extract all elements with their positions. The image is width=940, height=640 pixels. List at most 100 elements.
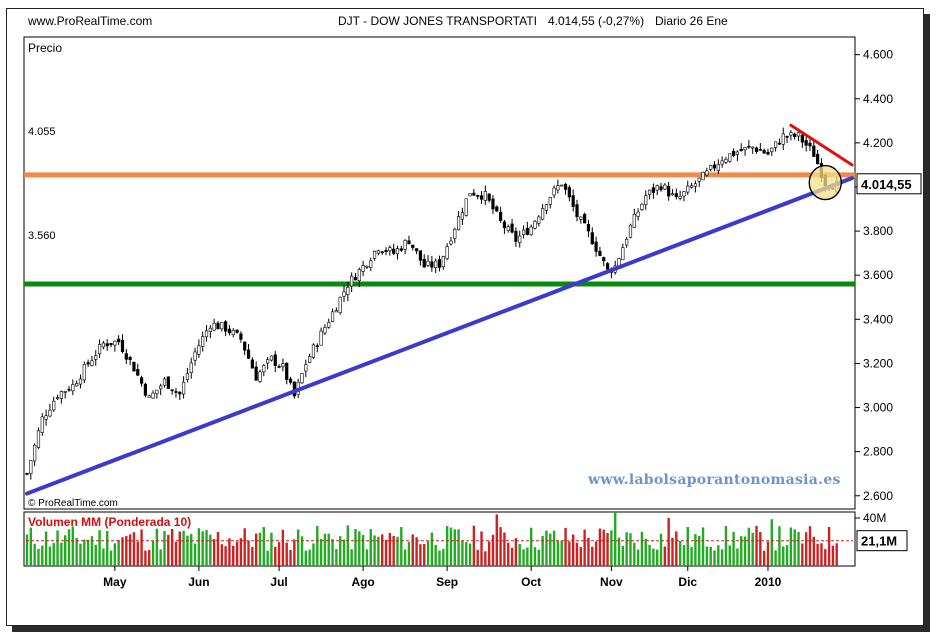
volume-bar — [606, 533, 609, 566]
volume-bar — [659, 533, 663, 566]
candle-body — [430, 261, 434, 268]
candle-body — [774, 141, 778, 148]
volume-bar — [327, 533, 330, 566]
price-tick-label: 3.200 — [863, 356, 893, 370]
volume-bar — [377, 536, 380, 566]
candle-body — [705, 170, 709, 176]
candle-body — [541, 208, 545, 220]
volume-bar — [274, 546, 277, 566]
volume-bar — [125, 535, 128, 566]
candle-body — [647, 189, 652, 195]
candle-body — [338, 296, 342, 314]
volume-bar — [484, 551, 487, 566]
candle-body — [201, 336, 205, 347]
volume-bar — [499, 527, 502, 566]
volume-bar — [724, 525, 728, 566]
volume-bar — [304, 550, 308, 566]
candle-body — [525, 228, 529, 235]
volume-bar — [568, 541, 571, 566]
candle-body — [529, 226, 533, 236]
candle-body — [514, 230, 518, 242]
volume-bar — [205, 530, 208, 566]
volume-bar — [621, 545, 625, 566]
candle-body — [731, 150, 736, 156]
volume-bar — [186, 535, 189, 566]
volume-bar — [709, 546, 712, 566]
quote-label: 4.014,55 (-0,27%) — [548, 14, 645, 28]
volume-bar — [720, 549, 724, 566]
volume-bar — [701, 527, 705, 566]
candle-body — [231, 330, 235, 335]
candle-body — [644, 195, 648, 205]
volume-bar — [403, 549, 407, 566]
candle-body — [655, 185, 659, 191]
candle-body — [29, 460, 33, 475]
candle-body — [71, 384, 75, 392]
long-term-trendline — [25, 176, 854, 496]
candle-body — [120, 339, 125, 353]
source-label: © ProRealTime.com — [28, 498, 118, 509]
volume-bar — [686, 526, 689, 566]
candle-body — [63, 391, 67, 393]
volume-bar — [258, 532, 262, 566]
candle-body — [571, 195, 575, 207]
volume-bar — [148, 549, 151, 566]
volume-bar — [411, 534, 414, 566]
candle-body — [243, 341, 247, 351]
volume-bar — [812, 536, 816, 566]
volume-bar — [457, 529, 460, 566]
candle-body — [90, 360, 94, 366]
volume-bar — [453, 529, 456, 566]
candle-body — [281, 363, 285, 367]
candle-body — [44, 415, 48, 420]
volume-bar — [774, 550, 777, 566]
candle-body — [327, 322, 331, 328]
volume-bar — [591, 546, 594, 566]
volume-bar — [740, 536, 743, 566]
candle-body — [262, 365, 266, 373]
candle-body — [735, 151, 740, 155]
candle-body — [94, 355, 98, 360]
volume-bar — [495, 514, 498, 566]
candle-body — [502, 221, 507, 229]
volume-bar — [690, 546, 693, 566]
candle-body — [800, 134, 804, 143]
volume-bar — [648, 544, 651, 566]
candle-body — [422, 258, 426, 268]
candle-body — [728, 153, 732, 162]
volume-bar — [358, 531, 361, 566]
date-tick-label: May — [103, 575, 127, 589]
candle-body — [170, 389, 174, 392]
price-tick-label: 4.200 — [863, 136, 893, 150]
candle-body — [330, 311, 335, 322]
candle-body — [544, 204, 549, 211]
candle-body — [575, 204, 579, 217]
site-label[interactable]: www.ProRealTime.com — [28, 14, 153, 28]
candle-body — [659, 186, 663, 190]
volume-bar — [182, 530, 185, 566]
candle-body — [464, 198, 468, 216]
volume-bar — [503, 532, 506, 566]
candle-body — [506, 226, 510, 231]
candle-body — [67, 388, 71, 391]
volume-bar — [617, 537, 621, 566]
watermark: www.labolsaporantonomasia.es — [588, 472, 841, 488]
volume-bar — [373, 535, 376, 566]
candle-body — [682, 191, 686, 197]
candle-body — [97, 344, 102, 355]
volume-bar — [277, 542, 281, 566]
volume-bar — [392, 535, 395, 566]
volume-bar — [747, 527, 751, 566]
volume-bar — [342, 539, 346, 566]
candle-body — [739, 148, 743, 152]
volume-bar — [209, 534, 212, 566]
volume-bar — [361, 534, 365, 566]
candle-body — [812, 145, 816, 157]
candle-body — [105, 343, 109, 347]
volume-bar — [151, 540, 155, 566]
volume-bar — [656, 549, 659, 566]
candle-body — [670, 193, 675, 196]
candle-body — [678, 195, 682, 199]
candle-body — [586, 223, 591, 232]
